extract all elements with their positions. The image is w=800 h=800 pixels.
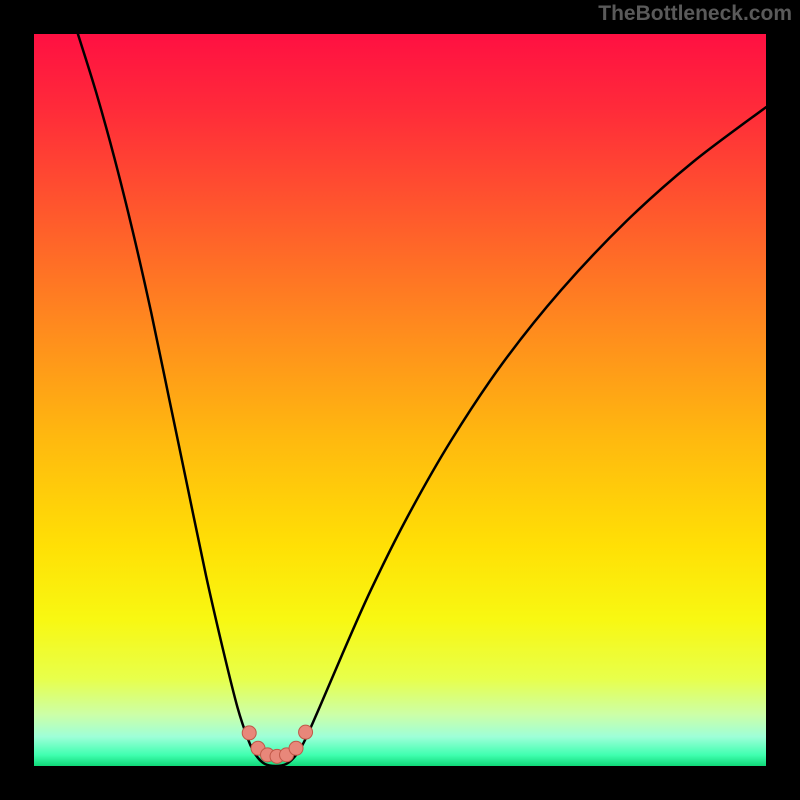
bottleneck-curve (78, 34, 766, 766)
marker-group (242, 725, 312, 763)
chart-container: TheBottleneck.com (0, 0, 800, 800)
watermark-text: TheBottleneck.com (598, 2, 792, 26)
plot-area (34, 34, 766, 766)
curve-svg (34, 34, 766, 766)
curve-marker (242, 726, 256, 740)
curve-marker (299, 725, 313, 739)
curve-marker (289, 741, 303, 755)
